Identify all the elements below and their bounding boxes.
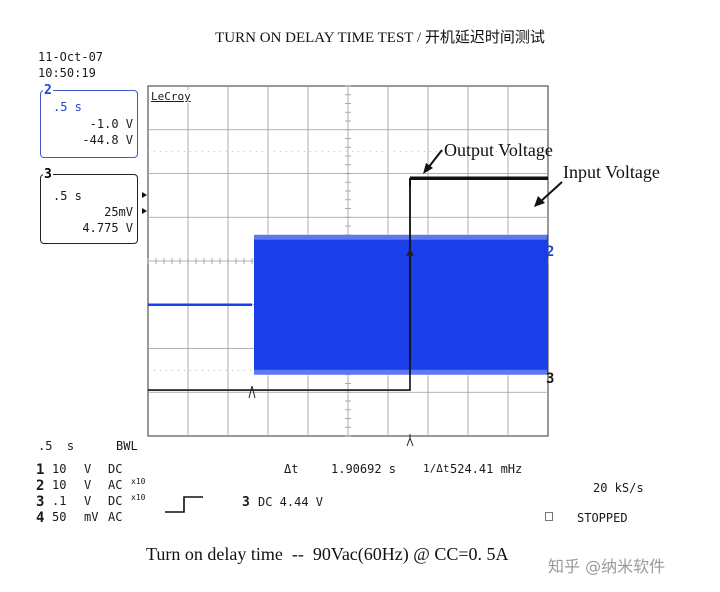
acquisition-status: STOPPED xyxy=(577,511,628,525)
ch3-offset: 4.775 V xyxy=(82,221,133,235)
bwl-label: BWL xyxy=(116,439,138,453)
plot-traces xyxy=(148,178,548,391)
trigger-channel: 3 xyxy=(242,495,250,510)
channel-coupling: AC xyxy=(108,510,123,524)
channel-coupling: DC xyxy=(108,462,123,476)
channel-number: 2 xyxy=(36,478,45,494)
output-voltage-label: Output Voltage xyxy=(444,140,553,160)
channel-volts: 10 xyxy=(52,462,67,476)
delta-t-label: Δt xyxy=(284,462,299,476)
inv-delta-t-label: 1/Δt xyxy=(423,462,450,475)
ch2-offset: -44.8 V xyxy=(82,133,133,147)
output-cursor-arrow xyxy=(406,248,414,256)
ch2-envelope xyxy=(254,234,548,375)
scope-brand: LeCroy xyxy=(151,90,191,103)
channel-coupling: AC xyxy=(108,478,123,492)
channel-probe-factor: x10 xyxy=(131,493,146,502)
channel-coupling: DC xyxy=(108,494,123,508)
channel-number: 1 xyxy=(36,462,45,478)
channel-probe-factor: x10 xyxy=(131,477,146,486)
inv-delta-t-value: 524.41 mHz xyxy=(450,462,523,476)
input-voltage-arrowhead xyxy=(534,196,545,207)
delta-t-value: 1.90692 s xyxy=(331,462,397,476)
ch2-right-marker: 2 xyxy=(546,244,555,260)
ch3-info-box: 3 .5 s 25mV 4.775 V xyxy=(40,168,138,244)
trigger-setting: DC 4.44 V xyxy=(258,495,324,509)
delta-t-cursor-arrow xyxy=(406,436,414,447)
trigger-level-marker xyxy=(142,192,147,198)
input-voltage-label: Input Voltage xyxy=(563,162,660,182)
input-voltage-arrow xyxy=(539,181,563,203)
bottom-caption: Turn on delay time -- 90Vac(60Hz) @ CC=0… xyxy=(146,544,509,564)
ch2-info-box: 2 .5 s -1.0 V -44.8 V xyxy=(40,84,138,158)
ch3-right-marker: 3 xyxy=(546,371,555,387)
ch3-box-number: 3 xyxy=(43,167,53,182)
sample-rate: 20 kS/s xyxy=(593,481,644,495)
channel-volts: .1 xyxy=(52,494,67,508)
channel-volts: 50 xyxy=(52,510,67,524)
ch2-box-number: 2 xyxy=(43,83,53,98)
scope-date: 11-Oct-07 xyxy=(38,50,104,64)
turn-on-marker-arrow xyxy=(248,385,256,399)
output-voltage-arrow xyxy=(427,149,443,169)
ch2-scale: -1.0 V xyxy=(89,117,133,131)
status-indicator-icon xyxy=(545,512,553,521)
ch3-offset-marker xyxy=(142,208,147,214)
channel-unit: mV xyxy=(84,510,99,524)
plot-annotations xyxy=(142,149,563,447)
output-voltage-arrowhead xyxy=(423,163,433,174)
channel-number: 3 xyxy=(36,494,45,510)
channel-unit: V xyxy=(84,478,92,492)
ch2-timebase: .5 s xyxy=(53,100,82,114)
ch3-scale: 25mV xyxy=(104,205,133,219)
scope-time: 10:50:19 xyxy=(38,66,96,80)
channel-unit: V xyxy=(84,494,92,508)
channel-number: 4 xyxy=(36,510,45,526)
ch3-timebase: .5 s xyxy=(53,189,82,203)
watermark-text: 知乎 @纳米软件 xyxy=(548,557,666,576)
chart-title: TURN ON DELAY TIME TEST / 开机延迟时间测试 xyxy=(215,30,545,46)
channel-volts: 10 xyxy=(52,478,67,492)
channel-unit: V xyxy=(84,462,92,476)
bottom-timebase: .5 s xyxy=(38,439,75,453)
